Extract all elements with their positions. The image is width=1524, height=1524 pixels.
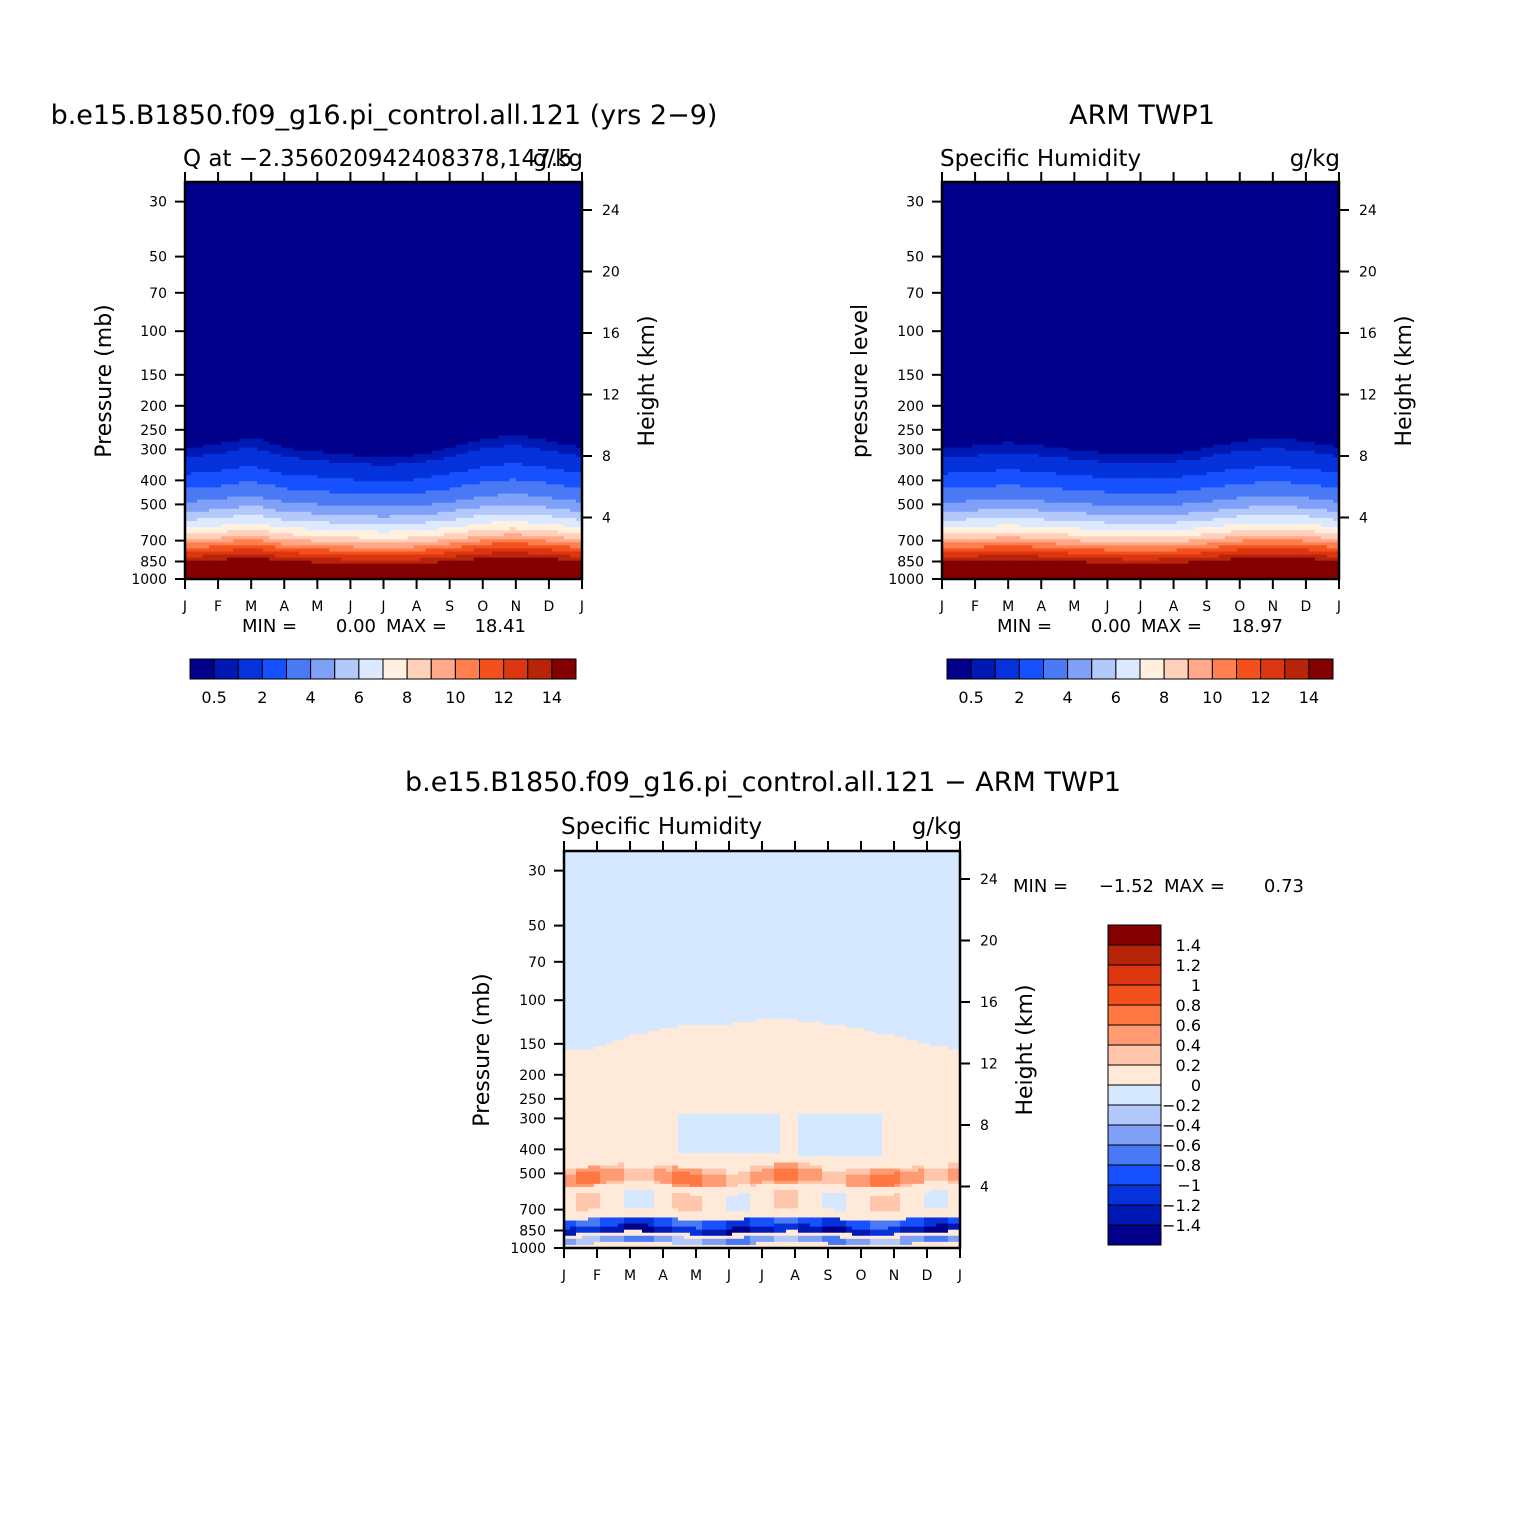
panel-model-subtitle-left: Q at −2.356020942408378,147.5 bbox=[183, 146, 573, 172]
panel-model-subtitle-right: g/kg bbox=[533, 146, 583, 172]
panel-model-plot: J F M A M J J A S O N D J305070100150200250300400500… bbox=[131, 172, 620, 615]
panel1-contour-fill bbox=[185, 182, 583, 580]
panel-model-title: b.e15.B1850.f09_g16.pi_control.all.121 (… bbox=[51, 100, 718, 131]
